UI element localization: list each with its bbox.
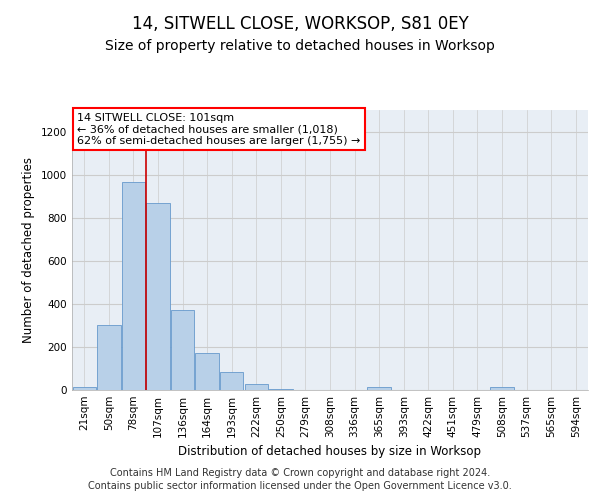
Bar — [220, 372, 244, 390]
Bar — [367, 388, 391, 390]
Bar — [122, 182, 145, 390]
Bar — [171, 310, 194, 390]
Bar — [490, 388, 514, 390]
Text: Contains public sector information licensed under the Open Government Licence v3: Contains public sector information licen… — [88, 481, 512, 491]
Text: 14 SITWELL CLOSE: 101sqm
← 36% of detached houses are smaller (1,018)
62% of sem: 14 SITWELL CLOSE: 101sqm ← 36% of detach… — [77, 113, 361, 146]
Bar — [73, 388, 96, 390]
Bar — [245, 384, 268, 390]
Text: 14, SITWELL CLOSE, WORKSOP, S81 0EY: 14, SITWELL CLOSE, WORKSOP, S81 0EY — [131, 15, 469, 33]
Bar — [97, 324, 121, 390]
Y-axis label: Number of detached properties: Number of detached properties — [22, 157, 35, 343]
Bar — [269, 389, 293, 390]
Bar — [196, 354, 219, 390]
Bar — [146, 203, 170, 390]
X-axis label: Distribution of detached houses by size in Worksop: Distribution of detached houses by size … — [179, 446, 482, 458]
Text: Contains HM Land Registry data © Crown copyright and database right 2024.: Contains HM Land Registry data © Crown c… — [110, 468, 490, 477]
Text: Size of property relative to detached houses in Worksop: Size of property relative to detached ho… — [105, 39, 495, 53]
